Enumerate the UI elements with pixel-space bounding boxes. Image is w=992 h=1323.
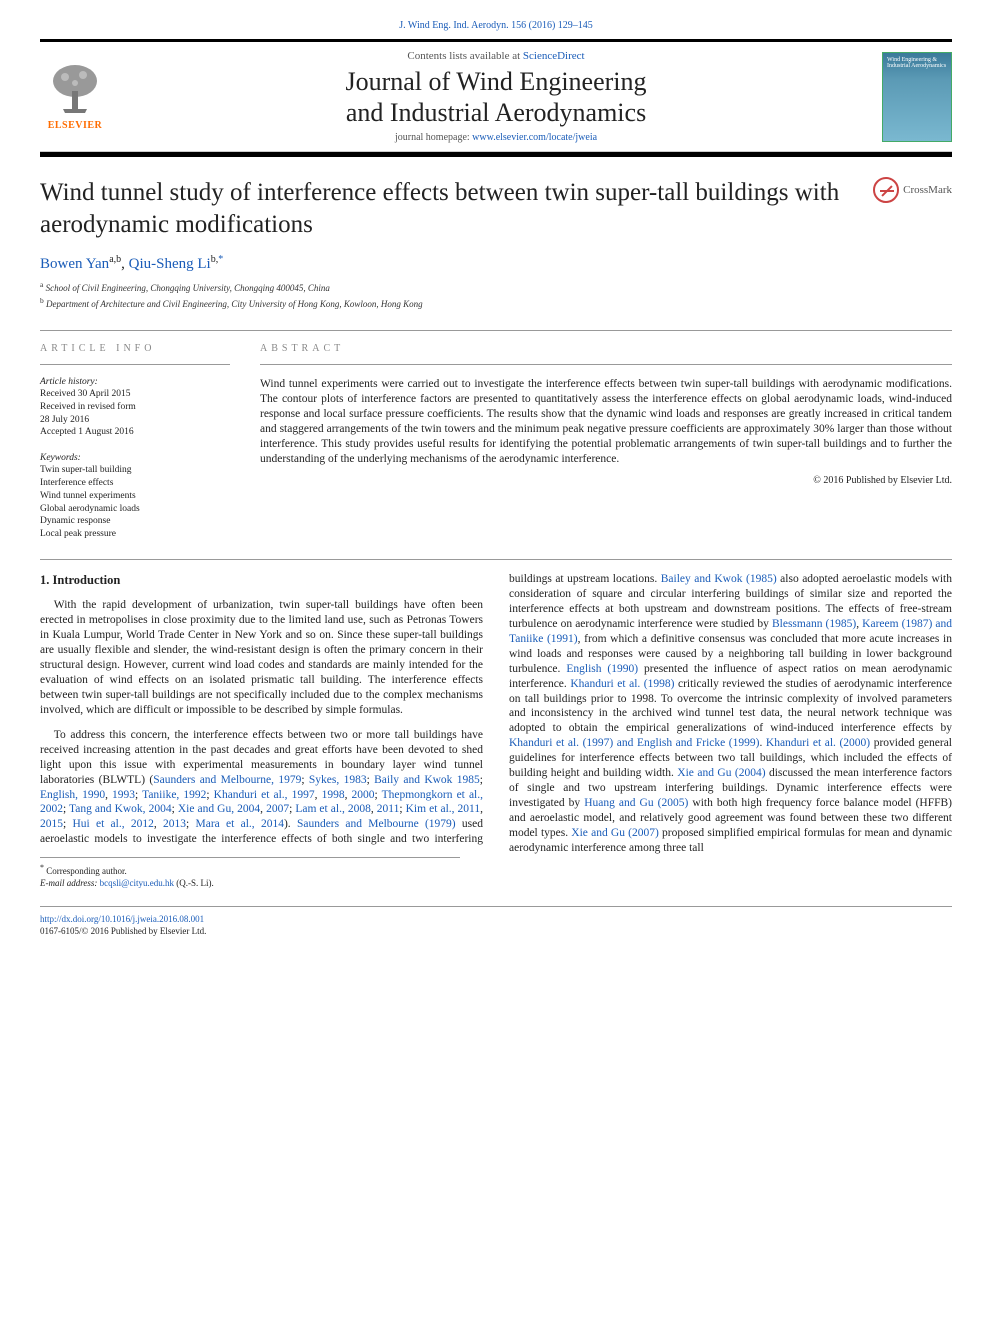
citation-link[interactable]: 1993 (112, 789, 135, 801)
accepted-date: Accepted 1 August 2016 (40, 426, 230, 439)
citation-link[interactable]: Kim et al., 2011 (406, 803, 481, 815)
header-rule (40, 152, 952, 157)
revised-date-2: 28 July 2016 (40, 414, 230, 427)
divider (40, 559, 952, 560)
corresponding-author-link[interactable]: * (218, 254, 223, 265)
citation-link[interactable]: Sykes, 1983 (309, 774, 367, 786)
author1-affiliation-sup: a,b (109, 254, 121, 265)
crossmark-label: CrossMark (903, 184, 952, 196)
citation-link[interactable]: English (1990) (566, 663, 638, 675)
elsevier-text: ELSEVIER (48, 120, 103, 131)
author-link-1[interactable]: Bowen Yan (40, 256, 109, 272)
corr-label: Corresponding author. (46, 866, 127, 876)
affiliations: a School of Civil Engineering, Chongqing… (40, 279, 952, 312)
citation-link[interactable]: Khanduri et al. (2000) (766, 737, 870, 749)
citation-link[interactable]: Xie and Gu, 2004 (178, 803, 260, 815)
keyword: Dynamic response (40, 515, 230, 528)
keyword: Interference effects (40, 477, 230, 490)
authors: Bowen Yana,b, Qiu-Sheng Lib,* (40, 254, 952, 273)
article-info-block: ARTICLE INFO Article history: Received 3… (40, 343, 230, 541)
keyword: Wind tunnel experiments (40, 490, 230, 503)
journal-name-line1: Journal of Wind Engineering (345, 67, 646, 96)
body-paragraph: With the rapid development of urbanizati… (40, 598, 483, 718)
contents-line: Contents lists available at ScienceDirec… (110, 50, 882, 62)
email-link[interactable]: bcqsli@cityu.edu.hk (100, 878, 174, 888)
homepage-line: journal homepage: www.elsevier.com/locat… (110, 132, 882, 143)
copyright-line: © 2016 Published by Elsevier Ltd. (260, 475, 952, 486)
section-heading: 1. Introduction (40, 572, 483, 588)
citation-link[interactable]: 1998 (322, 789, 345, 801)
cover-thumb-text: Wind Engineering & Industrial Aerodynami… (887, 57, 951, 70)
citation-link[interactable]: 2015 (40, 818, 63, 830)
affiliation-a: School of Civil Engineering, Chongqing U… (46, 283, 330, 293)
divider (40, 330, 952, 331)
revised-date-1: Received in revised form (40, 401, 230, 414)
citation-link[interactable]: Xie and Gu (2007) (571, 827, 659, 839)
citation-link[interactable]: Lam et al., 2008 (295, 803, 371, 815)
citation-link[interactable]: Khanduri et al. (1998) (570, 678, 674, 690)
author2-affiliation-sup: b,* (211, 254, 224, 265)
journal-name-line2: and Industrial Aerodynamics (346, 98, 646, 127)
divider (260, 364, 952, 365)
keywords-label: Keywords: (40, 453, 230, 463)
citation-link[interactable]: Khanduri et al. (1997) and English and F… (509, 737, 759, 749)
footer-info: http://dx.doi.org/10.1016/j.jweia.2016.0… (40, 906, 952, 938)
journal-header: ELSEVIER Contents lists available at Sci… (40, 39, 952, 152)
citation-link[interactable]: Xie and Gu (2004) (677, 767, 765, 779)
citation-link[interactable]: Hui et al., 2012 (72, 818, 153, 830)
citation-link[interactable]: Tang and Kwok, 2004 (69, 803, 172, 815)
sciencedirect-link[interactable]: ScienceDirect (523, 50, 585, 62)
corr-symbol: * (40, 863, 44, 872)
citation-link[interactable]: Saunders and Melbourne, 1979 (153, 774, 301, 786)
keyword: Global aerodynamic loads (40, 503, 230, 516)
corresponding-footnote: * Corresponding author. E-mail address: … (40, 857, 460, 890)
email-name: (Q.-S. Li). (176, 878, 214, 888)
history-label: Article history: (40, 377, 230, 387)
keyword: Local peak pressure (40, 528, 230, 541)
journal-homepage-link[interactable]: www.elsevier.com/locate/jweia (472, 132, 597, 143)
journal-cover-thumb[interactable]: Wind Engineering & Industrial Aerodynami… (882, 52, 952, 142)
citation-link[interactable]: Blessmann (1985) (772, 618, 856, 630)
doi-link[interactable]: http://dx.doi.org/10.1016/j.jweia.2016.0… (40, 914, 204, 924)
citation-link[interactable]: Baily and Kwok 1985 (374, 774, 480, 786)
abstract-head: ABSTRACT (260, 343, 952, 354)
elsevier-logo[interactable]: ELSEVIER (40, 57, 110, 137)
crossmark-badge[interactable]: CrossMark (873, 177, 952, 203)
citation-link[interactable]: Mara et al., 2014 (196, 818, 284, 830)
body-columns: 1. Introduction With the rapid developme… (40, 572, 952, 857)
citation-link[interactable]: Taniike, 1992 (142, 789, 206, 801)
affiliation-b: Department of Architecture and Civil Eng… (46, 299, 423, 309)
journal-ref-link[interactable]: J. Wind Eng. Ind. Aerodyn. 156 (2016) 12… (40, 20, 952, 31)
contents-prefix: Contents lists available at (407, 50, 522, 62)
citation-link[interactable]: Saunders and Melbourne (1979) (297, 818, 456, 830)
citation-link[interactable]: 2007 (266, 803, 289, 815)
citation-link[interactable]: Khanduri et al., 1997 (214, 789, 315, 801)
keyword: Twin super-tall building (40, 464, 230, 477)
abstract-block: ABSTRACT Wind tunnel experiments were ca… (260, 343, 952, 541)
author-link-2[interactable]: Qiu-Sheng Li (129, 256, 211, 272)
citation-link[interactable]: Huang and Gu (2005) (584, 797, 688, 809)
citation-link[interactable]: English, 1990 (40, 789, 105, 801)
citation-link[interactable]: 2011 (377, 803, 400, 815)
journal-name: Journal of Wind Engineering and Industri… (110, 66, 882, 128)
email-label: E-mail address: (40, 878, 97, 888)
citation-link[interactable]: 2000 (352, 789, 375, 801)
issn-line: 0167-6105/© 2016 Published by Elsevier L… (40, 925, 952, 938)
citation-link[interactable]: Bailey and Kwok (1985) (661, 573, 777, 585)
divider (40, 364, 230, 365)
article-info-head: ARTICLE INFO (40, 343, 230, 354)
text-run: ). (284, 818, 297, 830)
citation-link[interactable]: 2013 (163, 818, 186, 830)
article-title: Wind tunnel study of interference effect… (40, 177, 853, 240)
received-date: Received 30 April 2015 (40, 388, 230, 401)
elsevier-tree-icon (45, 63, 105, 118)
homepage-prefix: journal homepage: (395, 132, 472, 143)
crossmark-icon (873, 177, 899, 203)
abstract-text: Wind tunnel experiments were carried out… (260, 377, 952, 467)
